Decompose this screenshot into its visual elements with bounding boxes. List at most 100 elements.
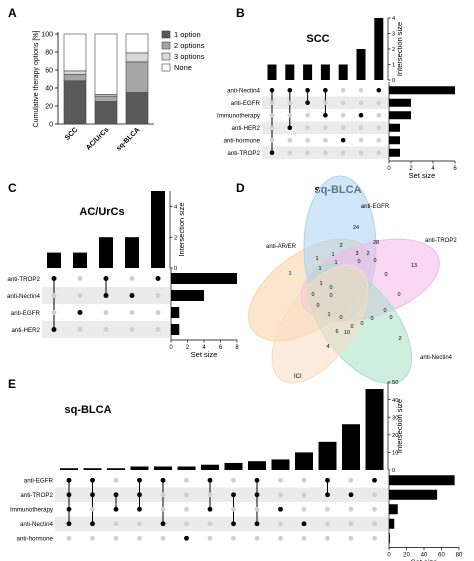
matrix-dot-empty bbox=[103, 327, 109, 332]
venn-set-label-anti-egfr: anti-EGFR bbox=[361, 204, 390, 210]
legend-swatch bbox=[161, 41, 171, 50]
matrix-dot-empty bbox=[77, 327, 83, 332]
set-size-tick-label: 20 bbox=[403, 553, 410, 559]
intersection-tick-label: 10 bbox=[392, 451, 398, 457]
venn-region-count: 0 bbox=[339, 315, 342, 321]
matrix-dot-empty bbox=[129, 310, 135, 315]
set-size-tick-label: 60 bbox=[438, 553, 445, 559]
matrix-dot-empty bbox=[184, 521, 189, 527]
matrix-dot-empty bbox=[184, 506, 189, 512]
set-label-anti-nectin4: anti-Nectin4 bbox=[7, 293, 41, 300]
matrix-dot-empty bbox=[231, 535, 236, 541]
matrix-dot-empty bbox=[129, 276, 135, 281]
intersection-bar bbox=[374, 18, 384, 80]
matrix-dot-filled bbox=[113, 506, 119, 512]
chart-title: sq-BLCA bbox=[64, 404, 111, 416]
y-tick-label: 60 bbox=[45, 68, 53, 75]
matrix-dot-empty bbox=[376, 112, 382, 118]
matrix-dot-filled bbox=[160, 477, 166, 483]
matrix-dot-empty bbox=[269, 112, 275, 118]
intersection-bar bbox=[107, 468, 125, 470]
intersection-tick-label: 3 bbox=[392, 32, 395, 38]
legend-label: 3 options bbox=[174, 52, 205, 61]
set-size-bar bbox=[389, 111, 411, 120]
matrix-dot-filled bbox=[51, 276, 57, 281]
venn-region-count: 1 bbox=[319, 281, 322, 287]
matrix-dot-empty bbox=[278, 535, 283, 541]
matrix-dot-empty bbox=[325, 521, 330, 527]
matrix-dot-empty bbox=[155, 310, 161, 315]
venn-region-count: 3 bbox=[355, 251, 358, 257]
legend-label: 1 option bbox=[174, 30, 201, 39]
intersection-bar bbox=[320, 64, 330, 80]
matrix-dot-empty bbox=[358, 100, 364, 106]
y-axis-label: Cumulative therapy options [%] bbox=[33, 31, 40, 128]
venn-region-count: 0 bbox=[384, 272, 387, 278]
matrix-dot-empty bbox=[348, 506, 354, 512]
matrix-dot-empty bbox=[323, 137, 328, 143]
chart-title: AC/UrCs bbox=[79, 206, 124, 218]
venn-set-label-anti-ar-er: anti-AR/ER bbox=[266, 244, 297, 250]
venn-region-count: 13 bbox=[411, 263, 417, 269]
intersection-axis-label: Intersection size bbox=[177, 202, 186, 256]
matrix-dot-filled bbox=[184, 535, 189, 541]
venn-region-count: 4 bbox=[326, 344, 329, 350]
matrix-dot-empty bbox=[254, 506, 260, 512]
matrix-dot-empty bbox=[269, 125, 275, 131]
set-size-bar bbox=[389, 86, 455, 95]
upset-plot-scc: SCC anti-Nectin4 anti-EGFR Immunotherapy ant… bbox=[217, 16, 457, 180]
x-tick-label: SCC bbox=[64, 126, 79, 141]
matrix-dot-empty bbox=[358, 87, 364, 93]
matrix-dot-filled bbox=[160, 521, 166, 527]
set-size-bar bbox=[389, 504, 398, 515]
matrix-dot-empty bbox=[301, 492, 307, 498]
matrix-dot-filled bbox=[372, 477, 377, 483]
venn-region-count: 28 bbox=[373, 240, 379, 246]
venn-region-count: 24 bbox=[353, 225, 359, 231]
legend-swatch bbox=[161, 63, 171, 72]
matrix-dot-empty bbox=[376, 137, 382, 143]
bar-segment-1-option bbox=[94, 101, 118, 125]
intersection-bar bbox=[125, 237, 139, 268]
matrix-row-band bbox=[55, 487, 388, 502]
matrix-dot-empty bbox=[376, 150, 382, 156]
matrix-dot-filled bbox=[77, 310, 83, 315]
matrix-row-band bbox=[55, 516, 388, 531]
venn-region-count: 1 bbox=[327, 312, 330, 318]
y-tick-label: 0 bbox=[49, 122, 53, 129]
venn-region-count: 0 bbox=[389, 315, 392, 321]
matrix-dot-filled bbox=[254, 492, 260, 498]
set-label-anti-egfr: anti-EGFR bbox=[24, 478, 54, 485]
matrix-dot-filled bbox=[305, 100, 310, 106]
matrix-dot-empty bbox=[160, 506, 166, 512]
set-size-tick-label: 6 bbox=[453, 166, 457, 172]
matrix-dot-filled bbox=[287, 87, 293, 93]
venn-set-label-anti-trop2: anti-TROP2 bbox=[425, 238, 457, 244]
matrix-dot-filled bbox=[278, 506, 283, 512]
bar-segment-3-options bbox=[125, 52, 149, 63]
venn-region-count: 1 bbox=[334, 260, 337, 266]
legend-label: 2 options bbox=[174, 41, 205, 50]
intersection-tick-label: 30 bbox=[392, 415, 398, 421]
panel-label-c: C bbox=[8, 181, 17, 195]
matrix-dot-filled bbox=[66, 492, 72, 498]
bar-segment-none bbox=[94, 33, 118, 95]
set-label-immunotherapy: Immunotherapy bbox=[217, 113, 261, 120]
intersection-bar bbox=[177, 466, 196, 470]
matrix-dot-empty bbox=[103, 310, 109, 315]
set-label-anti-trop2: anti-TROP2 bbox=[7, 276, 40, 283]
set-size-tick-label: 40 bbox=[421, 553, 428, 559]
matrix-dot-filled bbox=[66, 521, 72, 527]
matrix-dot-empty bbox=[113, 521, 119, 527]
matrix-dot-empty bbox=[129, 327, 135, 332]
set-size-bar bbox=[389, 136, 400, 145]
set-size-axis-label: Set size bbox=[411, 558, 438, 561]
matrix-dot-filled bbox=[340, 137, 346, 143]
x-tick-label: sq-BLCA bbox=[115, 126, 141, 152]
matrix-dot-empty bbox=[160, 535, 166, 541]
venn-region-count: 0 bbox=[397, 292, 400, 298]
matrix-dot-filled bbox=[323, 87, 328, 93]
intersection-bar bbox=[303, 64, 313, 80]
venn-region-count: 2 bbox=[398, 336, 401, 342]
panel-label-e: E bbox=[8, 377, 16, 391]
